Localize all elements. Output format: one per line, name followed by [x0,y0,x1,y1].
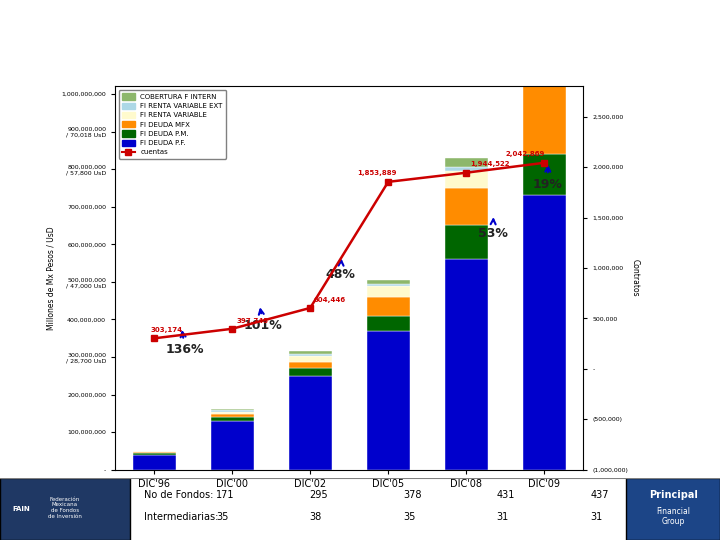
FancyBboxPatch shape [626,478,720,540]
Text: 378: 378 [403,490,422,500]
Bar [523,25,566,30]
Text: 53%: 53% [478,219,508,240]
Bar [366,297,410,316]
Text: Principal: Principal [649,490,698,500]
Text: 101%: 101% [244,309,283,332]
Bar [366,316,410,330]
Text: No de Fondos:: No de Fondos: [144,490,213,500]
Bar [289,376,332,470]
Bar [132,452,176,453]
Text: 136%: 136% [166,332,204,356]
Text: 1,853,889: 1,853,889 [357,170,397,176]
Text: 48%: 48% [326,261,356,281]
Bar [366,280,410,285]
Bar [132,451,176,452]
Bar [211,411,253,414]
Bar [523,14,566,25]
Bar [366,285,410,286]
Text: I. Análisis del Modelo de Distribución de Fondos de Inversión en
México: I. Análisis del Modelo de Distribución d… [60,20,660,58]
Legend: COBERTURA F INTERN, FI RENTA VARIABLE EXT, FI RENTA VARIABLE, FI DEUDA MFX, FI D: COBERTURA F INTERN, FI RENTA VARIABLE EX… [119,90,226,159]
Bar [289,362,332,368]
Bar [366,286,410,297]
Bar [523,30,566,83]
Text: 303,174: 303,174 [150,327,182,333]
Text: 604,446: 604,446 [314,297,346,303]
Bar [289,352,332,354]
Bar [445,226,487,259]
Bar [366,330,410,470]
Bar [211,409,253,410]
Text: 431: 431 [497,490,516,500]
Y-axis label: Contratos: Contratos [630,259,639,297]
Bar [445,167,487,171]
Y-axis label: Millones de Mx Pesos / UsD: Millones de Mx Pesos / UsD [47,226,56,330]
Text: Federación
Mexicana
de Fondos
de Inversión: Federación Mexicana de Fondos de Inversi… [48,497,82,519]
Bar [289,356,332,362]
Text: 31: 31 [590,512,603,522]
Text: 19%: 19% [533,167,562,191]
Bar [523,83,566,154]
FancyBboxPatch shape [0,478,130,540]
Bar [289,368,332,376]
Bar [445,171,487,188]
Text: 35: 35 [403,512,415,522]
Text: 1,944,522: 1,944,522 [470,161,510,167]
Text: FAIN: FAIN [13,506,30,512]
Text: 2,042,869: 2,042,869 [505,151,544,157]
Bar [289,354,332,356]
Text: 171: 171 [216,490,235,500]
Bar [132,453,176,455]
Text: 295: 295 [310,490,328,500]
Text: Intermediarias:: Intermediarias: [144,512,218,522]
Bar [211,410,253,411]
Bar [523,154,566,195]
Bar [211,417,253,421]
Text: 38: 38 [310,512,322,522]
Bar [445,188,487,226]
Bar [211,421,253,470]
Bar [523,195,566,470]
Text: 35: 35 [216,512,228,522]
Text: 397,743: 397,743 [236,318,269,323]
Bar [445,158,487,167]
Text: 31: 31 [497,512,509,522]
Text: Financial
Group: Financial Group [656,507,690,526]
Bar [211,414,253,417]
Bar [445,259,487,470]
Bar [132,455,176,470]
Text: 437: 437 [590,490,609,500]
